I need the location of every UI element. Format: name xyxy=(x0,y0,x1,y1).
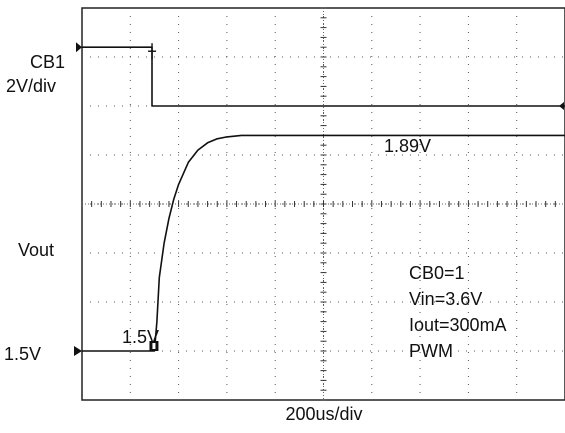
cb1-trace xyxy=(82,46,565,107)
annotation-vin: Vin=3.6V xyxy=(409,289,482,309)
vout-trace xyxy=(82,134,565,352)
annotation-cb0: CB0=1 xyxy=(409,263,465,283)
cb1-right-marker xyxy=(559,102,564,110)
cb1-channel-label: CB1 xyxy=(30,52,65,72)
vout-ground-marker xyxy=(74,346,82,356)
x-axis-scale-label: 200us/div xyxy=(285,404,362,424)
vout-left-marker-label: 1.5V xyxy=(4,344,41,364)
cb1-ground-marker xyxy=(76,42,82,53)
annotation-iout: Iout=300mA xyxy=(409,315,507,335)
vout-cursor-marker-inner xyxy=(152,343,156,349)
annotation-mode: PWM xyxy=(409,341,453,361)
vout-channel-label: Vout xyxy=(18,240,54,260)
vout-start-level-label: 1.5V xyxy=(122,327,159,347)
vout-final-level-label: 1.89V xyxy=(384,136,431,156)
cb1-scale-label: 2V/div xyxy=(6,76,56,96)
traces xyxy=(74,42,565,356)
